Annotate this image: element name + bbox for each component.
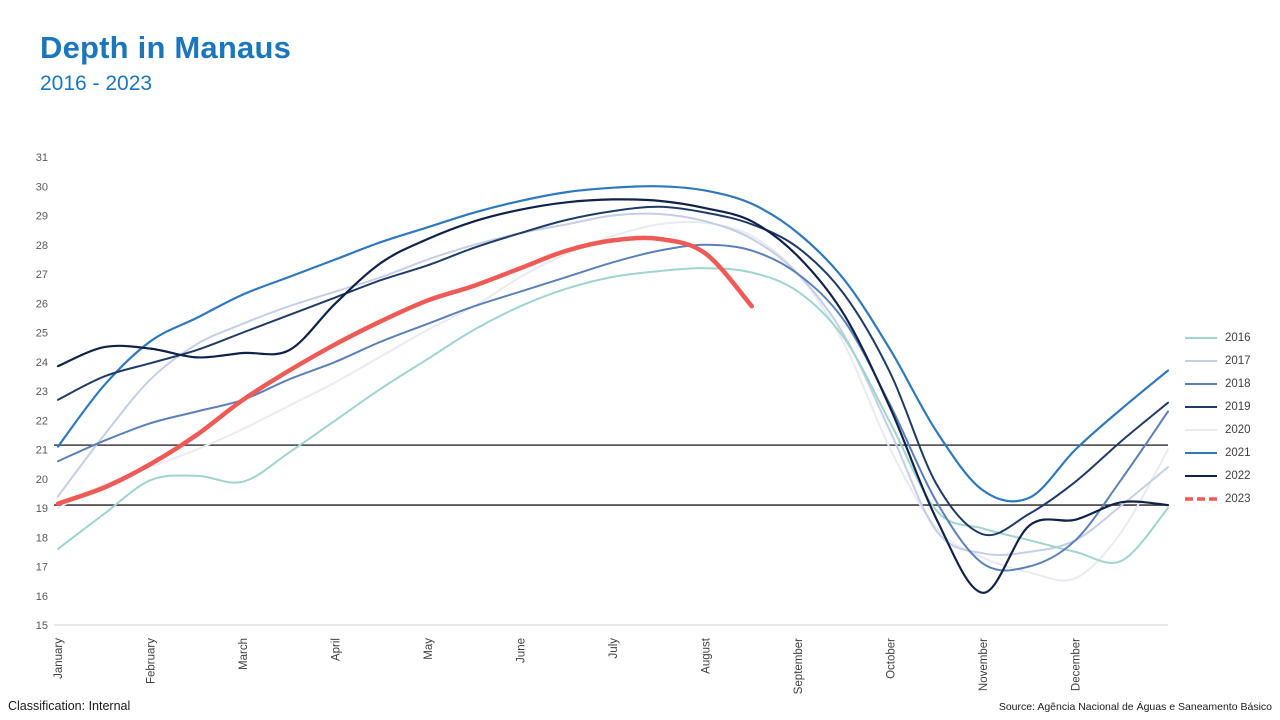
legend-swatch-2021	[1185, 452, 1217, 454]
y-axis-tick-label: 29	[36, 211, 48, 223]
legend-item-2021: 2021	[1184, 445, 1251, 461]
legend-swatch-2016	[1185, 337, 1217, 339]
legend-item-2019: 2019	[1184, 399, 1251, 415]
y-axis-tick-label: 23	[36, 386, 48, 398]
legend-swatch-2022	[1185, 475, 1217, 477]
y-axis-tick-label: 30	[36, 181, 48, 193]
series-line-2018	[57, 243, 1169, 572]
x-axis-month-label: January	[53, 638, 65, 679]
legend-swatch-2023	[1185, 497, 1217, 501]
legend-swatch-2020	[1185, 429, 1217, 431]
legend-swatch-2019	[1185, 406, 1217, 408]
chart-subtitle: 2016 - 2023	[40, 72, 153, 95]
chart-title: Depth in Manaus	[40, 30, 292, 65]
legend-label: 2020	[1225, 424, 1251, 436]
x-axis-month-label: August	[701, 637, 713, 674]
legend-label: 2016	[1225, 332, 1251, 344]
y-axis-tick-label: 17	[36, 562, 48, 574]
chart-legend: 2016 2017 2018 2019 2020 2021 2022 2023	[1184, 330, 1251, 507]
series-line-2016	[57, 267, 1169, 564]
y-axis-tick-label: 26	[36, 298, 48, 310]
x-axis-month-label: May	[423, 638, 435, 660]
series-line-2022	[56, 198, 1170, 594]
x-axis-month-label: September	[793, 638, 805, 694]
x-axis-month-label: March	[238, 638, 250, 670]
x-axis-month-label: July	[608, 638, 620, 659]
y-axis-tick-label: 25	[36, 328, 48, 340]
x-axis-month-label: June	[516, 638, 528, 663]
source-label: Source: Agência Nacional de Águas e Sane…	[998, 701, 1272, 713]
y-axis-tick-label: 22	[36, 415, 48, 427]
series-line-2021	[56, 185, 1170, 503]
y-axis-tick-label: 20	[36, 474, 48, 486]
series-line-2023	[55, 235, 755, 506]
legend-label: 2018	[1225, 378, 1251, 390]
x-axis-month-label: December	[1071, 638, 1083, 691]
legend-item-2016: 2016	[1184, 330, 1251, 346]
x-axis-month-label: April	[331, 638, 343, 661]
legend-item-2022: 2022	[1184, 468, 1251, 484]
legend-label: 2019	[1225, 401, 1251, 413]
legend-label: 2017	[1225, 355, 1251, 367]
legend-label: 2021	[1225, 447, 1251, 459]
series-line-2017	[57, 212, 1169, 556]
y-axis-tick-label: 21	[36, 445, 48, 457]
y-axis-tick-label: 18	[36, 532, 48, 544]
y-axis-tick-label: 16	[36, 591, 48, 603]
y-axis-tick-label: 31	[36, 152, 48, 164]
legend-item-2020: 2020	[1184, 422, 1251, 438]
x-axis-month-label: October	[886, 638, 898, 679]
legend-swatch-2017	[1185, 360, 1217, 362]
legend-label: 2022	[1225, 470, 1251, 482]
legend-item-2017: 2017	[1184, 353, 1251, 369]
series-line-2019	[57, 205, 1169, 537]
x-axis-month-label: November	[978, 638, 990, 691]
y-axis-tick-label: 15	[36, 620, 48, 632]
legend-item-2023: 2023	[1184, 491, 1251, 507]
legend-item-2018: 2018	[1184, 376, 1251, 392]
series-line-2020	[57, 220, 1169, 582]
classification-label: Classification: Internal	[8, 699, 131, 713]
y-axis-tick-label: 28	[36, 240, 48, 252]
legend-swatch-2018	[1185, 383, 1217, 385]
y-axis-tick-label: 27	[36, 269, 48, 281]
y-axis-tick-label: 19	[36, 503, 48, 515]
legend-label: 2023	[1225, 493, 1251, 505]
y-axis-tick-label: 24	[36, 357, 48, 369]
x-axis-month-label: February	[146, 638, 158, 684]
